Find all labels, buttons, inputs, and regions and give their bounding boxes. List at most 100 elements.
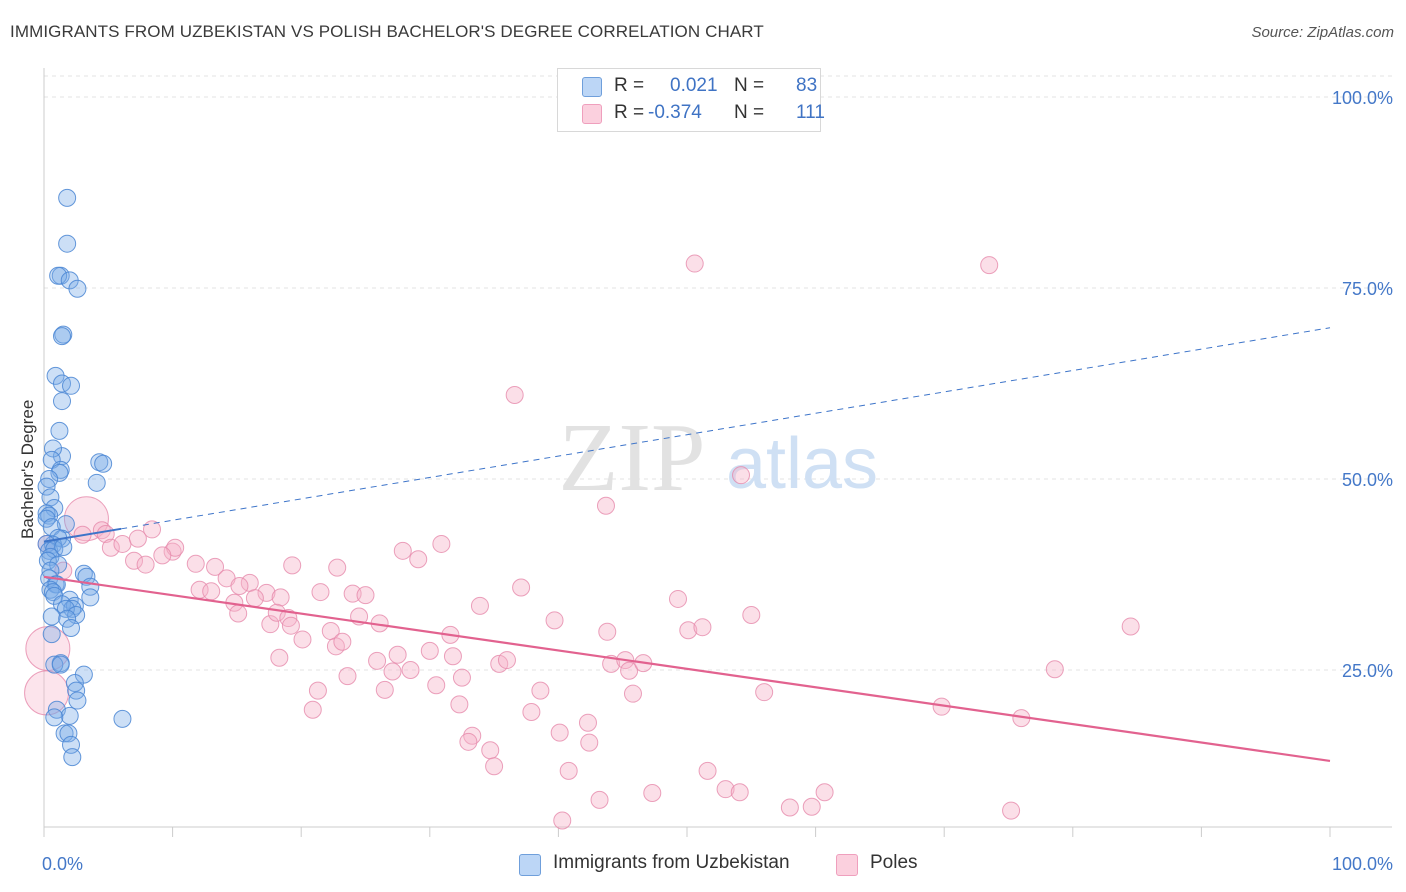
legend-r-label: R =: [614, 102, 645, 123]
pink-point-59: [452, 668, 471, 687]
blue-point-28: [56, 515, 75, 534]
blue-point-12: [50, 421, 69, 440]
pink-point-47: [383, 662, 402, 681]
pink-point-78: [590, 790, 609, 809]
pink-point-82: [598, 622, 617, 641]
legend-box: R = 0.021 N = 83 R = -0.374 N = 111: [557, 68, 825, 132]
blue-point-11: [53, 392, 72, 411]
pink-point-26: [271, 588, 290, 607]
bottom-legend-label-blue: Immigrants from Uzbekistan: [553, 852, 790, 873]
pink-point-84: [620, 661, 639, 680]
pink-point-92: [698, 761, 717, 780]
pink-point-75: [559, 761, 578, 780]
pink-points: [24, 254, 1140, 830]
pink-point-85: [623, 684, 642, 703]
y-tick-label-25: 25.0%: [1342, 661, 1393, 681]
pink-point-45: [368, 651, 387, 670]
blue-point-26: [40, 506, 59, 525]
axes: [43, 68, 1392, 837]
bottom-legend-label-pink: Poles: [870, 852, 918, 873]
pink-point-48: [375, 680, 394, 699]
legend-r-value: -0.374: [648, 102, 702, 123]
y-tick-label-50: 50.0%: [1342, 470, 1393, 490]
pink-point-32: [281, 616, 300, 635]
pink-point-33: [293, 630, 312, 649]
pink-point-51: [393, 541, 412, 560]
blue-point-50: [81, 588, 100, 607]
blue-point-7: [53, 327, 72, 346]
bottom-legend-swatch-pink: [836, 854, 858, 876]
pink-point-89: [679, 621, 698, 640]
pink-point-50: [401, 661, 420, 679]
legend-n-value: 111: [796, 102, 825, 123]
blue-point-58: [58, 609, 77, 628]
pink-point-68: [497, 651, 516, 670]
blue-point-22: [37, 477, 56, 496]
pink-point-36: [311, 583, 330, 602]
pink-point-38: [343, 584, 362, 603]
blue-point-55: [56, 599, 75, 618]
pink-point-35: [283, 556, 302, 575]
pink-point-42: [333, 632, 352, 651]
blue-point-60: [42, 625, 61, 644]
pink-point-79: [553, 811, 572, 830]
pink-point-87: [643, 784, 662, 803]
blue-point-17: [50, 463, 69, 482]
blue-point-10: [62, 376, 81, 395]
pink-point-58: [450, 695, 469, 714]
blue-point-70: [45, 708, 64, 727]
pink-point-7: [101, 538, 120, 557]
pink-point-49: [388, 645, 407, 664]
pink-point-74: [550, 723, 569, 742]
pink-point-57: [443, 647, 462, 666]
pink-point-103: [1002, 801, 1021, 820]
blue-point-73: [59, 724, 78, 743]
blue-point-27: [37, 509, 56, 528]
pink-point-106: [1121, 617, 1140, 636]
y-axis-label: Bachelor's Degree: [18, 399, 37, 539]
pink-point-29: [261, 615, 280, 634]
pink-point-73: [545, 611, 564, 630]
blue-trend-solid: [43, 527, 122, 543]
pink-point-72: [505, 385, 524, 404]
pink-point-100: [815, 783, 834, 802]
legend-swatch-pink: [582, 104, 602, 124]
pink-point-44: [338, 667, 357, 686]
legend-r-value: 0.021: [670, 75, 718, 96]
pink-point-13: [153, 546, 172, 565]
pink-point-95: [732, 466, 751, 485]
blue-point-8: [46, 366, 65, 385]
bottom-legend-swatch-blue: [519, 854, 541, 876]
blue-point-29: [42, 518, 61, 537]
pink-point-96: [742, 605, 761, 624]
blue-point-71: [113, 709, 132, 728]
y-tick-label-75: 75.0%: [1342, 279, 1393, 299]
pink-point-25: [245, 589, 264, 608]
pink-point-90: [693, 618, 712, 637]
pink-point-23: [202, 582, 221, 601]
watermark-atlas: atlas: [726, 424, 878, 504]
x-tick-label-100: 100.0%: [1332, 854, 1393, 874]
pink-point-65: [481, 741, 500, 760]
pink-point-24: [257, 583, 276, 602]
pink-point-93: [716, 780, 735, 799]
x-tick-label-0: 0.0%: [42, 854, 83, 874]
blue-point-0: [58, 188, 77, 207]
y-tick-label-100: 100.0%: [1332, 88, 1393, 108]
pink-point-21: [230, 576, 249, 595]
legend-n-value: 83: [796, 75, 818, 96]
blue-point-5: [68, 279, 87, 298]
source-label: Source: ZipAtlas.com: [1251, 24, 1394, 41]
pink-point-53: [420, 641, 439, 660]
blue-point-21: [87, 473, 106, 492]
pink-point-17: [206, 557, 225, 576]
blue-point-3: [49, 266, 68, 285]
pink-point-60: [308, 681, 327, 700]
pink-point-15: [136, 555, 155, 574]
pink-point-61: [303, 700, 322, 719]
pink-point-66: [485, 757, 504, 776]
legend-swatch-blue: [582, 77, 602, 97]
pink-point-98: [780, 798, 799, 817]
pink-point-70: [522, 703, 541, 722]
pink-point-55: [432, 534, 451, 553]
